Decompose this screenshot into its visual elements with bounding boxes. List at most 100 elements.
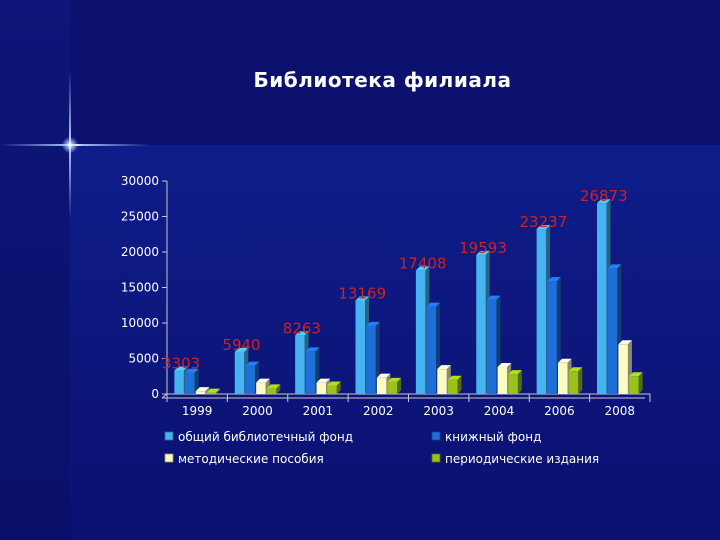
bar-top [607,264,622,269]
data-label: 3303 [162,355,200,373]
bar-top [206,388,220,393]
data-label: 5940 [222,336,260,354]
bar-top [387,377,402,382]
bar [234,351,245,394]
bar-top [415,266,430,271]
bar [618,344,628,394]
bar [295,335,305,394]
bar-top [597,199,611,204]
bar-side [336,381,341,394]
bar [376,377,387,394]
bar [174,370,184,394]
bar [447,379,458,394]
bar [536,229,547,394]
background-top-panel [70,0,720,145]
bar [508,374,518,394]
bar-top [486,295,501,300]
bar-side [638,372,643,394]
bar-top [618,340,632,345]
bar-side [194,368,199,394]
data-label: 17408 [399,254,447,272]
bar [206,392,216,394]
axis-corner-line [161,393,168,399]
bar-top [245,361,259,366]
bar-top [558,358,572,363]
bar [568,371,579,394]
bar [245,365,255,394]
bar-top [536,225,551,230]
bar-top [366,321,380,326]
bar-top [174,366,188,371]
bar-side [517,370,522,394]
bar-top [266,384,281,389]
bar [256,382,266,394]
bar [476,254,486,394]
bar-top [497,363,512,368]
bar [607,268,618,394]
bar-top [426,302,441,307]
y-tick-label: 20000 [121,245,159,259]
bar [629,376,639,394]
bar [185,372,195,394]
y-tick-label: 30000 [121,174,159,188]
x-tick-label: 2001 [303,404,334,418]
bar-top [195,387,210,392]
bar-side [276,384,281,394]
bar-top [629,372,643,377]
bar-top [316,378,331,383]
bar-top [256,378,270,383]
bar [497,367,508,394]
x-tick-label: 2004 [484,404,515,418]
bar [437,369,447,394]
bar [486,299,497,394]
x-tick-label: 2000 [242,404,273,418]
bar-top [234,347,249,352]
y-tick-label: 0 [151,387,159,401]
data-label: 23237 [520,213,568,231]
bar-top [568,367,583,372]
bar-top [547,277,561,282]
bar-side [397,377,402,394]
bar [558,362,568,394]
bar [387,381,398,394]
bar [327,385,337,394]
data-label: 19593 [459,239,507,257]
bar-top [305,347,320,352]
y-tick-label: 5000 [128,352,159,366]
star-flare-glow [62,137,78,153]
data-label: 8263 [283,319,321,337]
bar-top [355,296,370,301]
bar [316,382,327,394]
legend-swatch [164,431,174,441]
bar-top [447,375,462,380]
bar [195,391,206,394]
bar-top [376,373,391,378]
legend-swatch [431,431,441,441]
bar [366,325,376,394]
y-tick-label: 10000 [121,316,159,330]
legend-swatch [431,453,441,463]
y-tick-label: 25000 [121,210,159,224]
legend-swatch [164,453,174,463]
x-tick-label: 2006 [544,404,575,418]
x-tick-label: 2008 [605,404,636,418]
bar [597,203,607,394]
bar-top [508,370,522,375]
bar [266,388,277,394]
legend-label: периодические издания [445,452,599,466]
legend-label: методические пособия [178,452,324,466]
bar-top [437,365,451,370]
bar [426,306,437,394]
bar-side [205,387,210,394]
legend-label: общий библиотечный фонд [178,430,353,444]
legend-label: книжный фонд [445,430,541,444]
background-left-panel [0,0,70,540]
bar [355,300,366,394]
data-label: 26873 [580,187,628,205]
bar-top [327,381,341,386]
x-tick-label: 1999 [182,404,213,418]
bar-top [295,331,309,336]
bar-side [457,375,462,394]
bar-side [578,367,583,394]
